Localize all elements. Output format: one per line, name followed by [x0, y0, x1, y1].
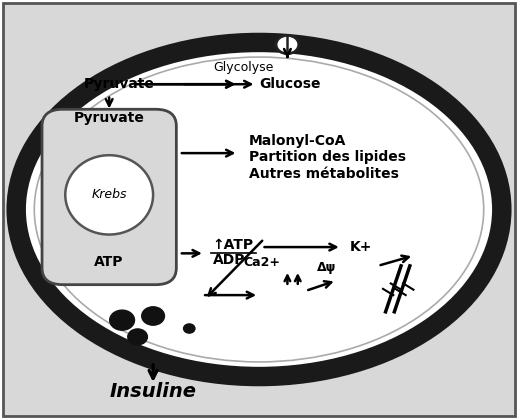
Text: Krebs: Krebs — [92, 189, 127, 202]
Text: ↑ATP: ↑ATP — [212, 238, 254, 252]
Circle shape — [142, 307, 164, 325]
Circle shape — [276, 35, 299, 54]
Circle shape — [128, 329, 148, 345]
Text: ADP: ADP — [212, 253, 245, 267]
Text: ATP: ATP — [94, 255, 124, 269]
FancyBboxPatch shape — [42, 109, 176, 285]
Text: Malonyl-CoA: Malonyl-CoA — [249, 134, 346, 147]
Text: Pyruvate: Pyruvate — [83, 77, 154, 91]
Text: Pyruvate: Pyruvate — [74, 111, 145, 124]
Circle shape — [183, 324, 195, 333]
Text: Autres métabolites: Autres métabolites — [249, 167, 398, 181]
Text: Δψ: Δψ — [316, 261, 336, 274]
Text: Ca2+: Ca2+ — [243, 256, 280, 269]
Text: Glucose: Glucose — [259, 77, 321, 91]
Ellipse shape — [65, 155, 153, 235]
Text: Partition des lipides: Partition des lipides — [249, 150, 406, 164]
Text: Insuline: Insuline — [110, 382, 197, 401]
Ellipse shape — [16, 42, 502, 377]
Text: K+: K+ — [350, 240, 372, 254]
Circle shape — [110, 310, 135, 330]
Text: Glycolyse: Glycolyse — [213, 61, 274, 74]
